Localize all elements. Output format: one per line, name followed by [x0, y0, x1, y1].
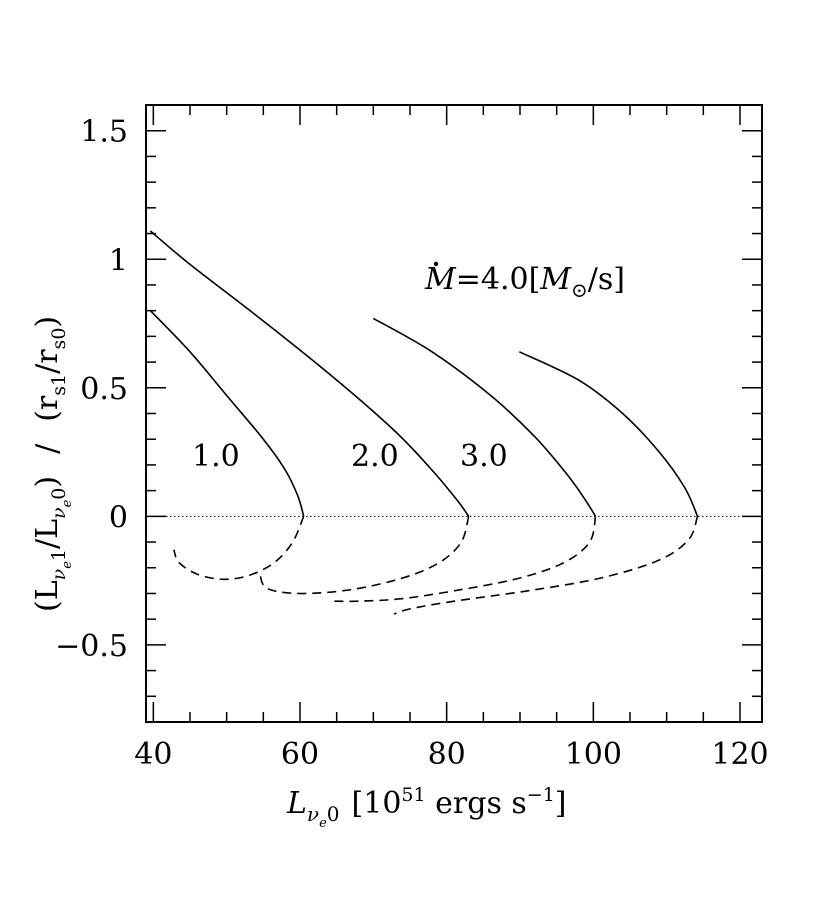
minor-ticks: [146, 104, 762, 723]
curve-3-unstable-branch: [332, 516, 597, 603]
curve-4-stable-branch: [518, 351, 699, 517]
x-tick-label: 100: [565, 737, 622, 772]
plot-frame: [145, 104, 763, 723]
curve-2-stable-branch: [149, 230, 470, 517]
curve-1-stable-branch: [149, 310, 305, 517]
mdot-text: M=4.0[M⊙/s]: [424, 262, 625, 302]
y-tick-label: 0.5: [80, 372, 128, 407]
y-tick-label: 0: [109, 500, 128, 535]
y-tick-label: −0.5: [55, 629, 128, 664]
y-axis-title: (Lνe1/Lνe0)/(rs1/rs0): [30, 316, 75, 612]
curves: [149, 230, 699, 615]
curve-1-unstable-branch: [173, 515, 305, 581]
curve-3-stable-branch: [372, 317, 597, 517]
y-tick-label: 1.5: [80, 115, 128, 150]
major-ticks: [146, 105, 762, 722]
mdot-dot: [433, 261, 439, 267]
curve-2-unstable-branch: [258, 516, 470, 595]
x-tick-label: 60: [281, 737, 319, 772]
x-axis-title: Lνe0 [1051 ergs s−1]: [286, 784, 567, 831]
x-tick-label: 40: [134, 737, 172, 772]
mdot-annotation: M=4.0[M⊙/s]: [424, 261, 625, 302]
tick-labels: 40 60 80 100 120 −0.5 0 0.5 1 1.5: [55, 115, 768, 772]
y-tick-label: 1: [109, 243, 128, 278]
curve-4-unstable-branch: [393, 516, 699, 615]
curve-label-2: 2.0: [351, 439, 399, 474]
x-tick-label: 80: [428, 737, 466, 772]
curve-label-1: 1.0: [192, 439, 240, 474]
x-tick-label: 120: [711, 737, 768, 772]
curve-label-3: 3.0: [460, 439, 508, 474]
